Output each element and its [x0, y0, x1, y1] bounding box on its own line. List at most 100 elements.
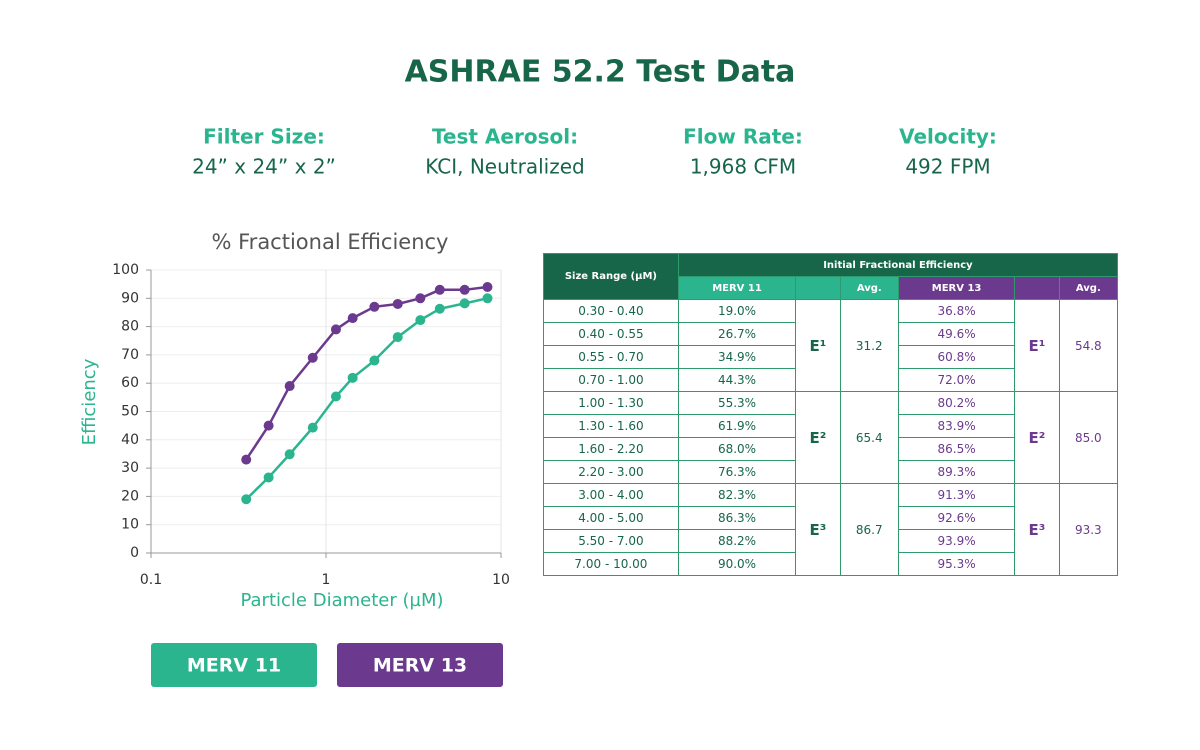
table-cell: 89.3% — [897, 460, 1016, 484]
table-cell: 60.8% — [897, 345, 1016, 369]
table-cell: 34.9% — [677, 345, 797, 369]
table-row: Size Range (µM) Initial Fractional Effici… — [543, 253, 1119, 300]
x-tick-label: 1 — [322, 572, 331, 588]
y-tick-label: 30 — [121, 460, 139, 476]
table-cell: 3.00 - 4.00 — [543, 483, 679, 507]
table-row: 0.30 - 0.40 19.0% E¹ 31.2 36.8% E¹ 54.8 — [543, 299, 1119, 392]
table-cell: E¹ — [795, 299, 841, 392]
table-cell: 93.3 — [1058, 483, 1119, 576]
table-row: 4.00 - 5.00 86.3% 92.6% — [543, 506, 1118, 530]
table-cell: MERV 13 — [897, 276, 1016, 300]
legend-button[interactable] — [151, 643, 317, 687]
table-cell: MERV 11 — [677, 276, 797, 300]
legend-label[interactable]: MERV 13 — [373, 655, 467, 677]
table-cell: Avg. — [1058, 276, 1119, 300]
data-point — [482, 293, 493, 304]
table-cell: 61.9% — [677, 414, 797, 438]
table-cell: 0.40 - 0.55 — [543, 322, 679, 346]
table-cell: E³ — [1014, 483, 1060, 576]
table-cell: Size Range (µM) — [543, 253, 679, 300]
data-point — [459, 284, 470, 295]
y-tick-label: 20 — [121, 488, 139, 504]
efficiency-table: Size Range (µM) Initial Fractional Effici… — [543, 253, 1119, 576]
table-row: 5.50 - 7.00 88.2% 93.9% — [543, 529, 1118, 553]
series-line — [245, 285, 488, 461]
y-tick-label: 50 — [121, 404, 139, 420]
table-cell: 68.0% — [677, 437, 797, 461]
data-point — [241, 494, 252, 505]
table-cell: 36.8% — [897, 299, 1016, 323]
table-cell: 88.2% — [677, 529, 797, 553]
table-cell: 85.0 — [1058, 391, 1119, 484]
table-cell: 19.0% — [677, 299, 797, 323]
table-cell: E² — [1014, 391, 1060, 484]
data-point — [284, 381, 295, 392]
data-point — [415, 315, 426, 326]
legend-button[interactable] — [337, 643, 503, 687]
table-cell: 83.9% — [897, 414, 1016, 438]
table-cell: E¹ — [1014, 299, 1060, 392]
data-point — [330, 324, 341, 335]
table-row: 0.70 - 1.00 44.3% 72.0% — [543, 368, 1118, 392]
data-point — [459, 298, 470, 309]
table-cell — [1014, 276, 1060, 300]
data-point — [392, 332, 403, 343]
page-title: ASHRAE 52.2 Test Data — [405, 55, 796, 90]
table-cell: 49.6% — [897, 322, 1016, 346]
table-cell: 1.30 - 1.60 — [543, 414, 679, 438]
table-cell: 80.2% — [897, 391, 1016, 415]
table-cell: 82.3% — [677, 483, 797, 507]
table-cell: 5.50 - 7.00 — [543, 529, 679, 553]
spec-label: Test Aerosol: — [432, 125, 578, 149]
chart-title: % Fractional Efficiency — [212, 230, 449, 254]
table-cell: 86.3% — [677, 506, 797, 530]
spec-value: 24” x 24” x 2” — [192, 155, 336, 179]
table-row: 1.00 - 1.30 55.3% E² 65.4 80.2% E² 85.0 — [543, 391, 1119, 484]
table-cell: 65.4 — [839, 391, 899, 484]
table-row: 7.00 - 10.00 90.0% 95.3% — [543, 552, 1118, 576]
table-cell: Avg. — [839, 276, 899, 300]
data-point — [263, 472, 274, 483]
spec-value: 492 FPM — [905, 155, 990, 179]
spec-label: Flow Rate: — [683, 125, 803, 149]
y-tick-label: 100 — [112, 262, 139, 278]
table-cell: E³ — [795, 483, 841, 576]
table-cell: 0.55 - 0.70 — [543, 345, 679, 369]
data-point — [434, 284, 445, 295]
table-cell: Initial Fractional Efficiency — [677, 253, 1119, 277]
y-tick-label: 10 — [121, 517, 139, 533]
table-cell: 4.00 - 5.00 — [543, 506, 679, 530]
x-axis-label: Particle Diameter (µM) — [240, 590, 443, 611]
table-cell: 93.9% — [897, 529, 1016, 553]
table-cell: 0.70 - 1.00 — [543, 368, 679, 392]
data-point — [369, 355, 380, 366]
data-point — [241, 454, 252, 465]
table-cell: 26.7% — [677, 322, 797, 346]
y-axis-label: Efficiency — [79, 358, 100, 445]
table-row: 0.55 - 0.70 34.9% 60.8% — [543, 345, 1118, 369]
table-cell: 1.60 - 2.20 — [543, 437, 679, 461]
table-cell: 55.3% — [677, 391, 797, 415]
legend-label[interactable]: MERV 11 — [187, 655, 281, 677]
table-cell: 7.00 - 10.00 — [543, 552, 679, 576]
spec-value: 1,968 CFM — [690, 155, 796, 179]
table-cell: 86.7 — [839, 483, 899, 576]
table-cell: 54.8 — [1058, 299, 1119, 392]
table-cell: E² — [795, 391, 841, 484]
spec-label: Filter Size: — [203, 125, 325, 149]
table-cell: 95.3% — [897, 552, 1016, 576]
y-tick-label: 70 — [121, 347, 139, 363]
data-point — [284, 449, 295, 460]
y-tick-label: 80 — [121, 319, 139, 335]
x-tick-label: 0.1 — [140, 572, 162, 588]
table-row: 1.30 - 1.60 61.9% 83.9% — [543, 414, 1118, 438]
table-cell: 0.30 - 0.40 — [543, 299, 679, 323]
table-cell: 1.00 - 1.30 — [543, 391, 679, 415]
data-point — [415, 293, 426, 304]
table-row: 3.00 - 4.00 82.3% E³ 86.7 91.3% E³ 93.3 — [543, 483, 1119, 576]
data-point — [330, 391, 341, 402]
table-row: MERV 11 Avg. MERV 13 Avg. — [544, 276, 1119, 300]
table-cell: 72.0% — [897, 368, 1016, 392]
